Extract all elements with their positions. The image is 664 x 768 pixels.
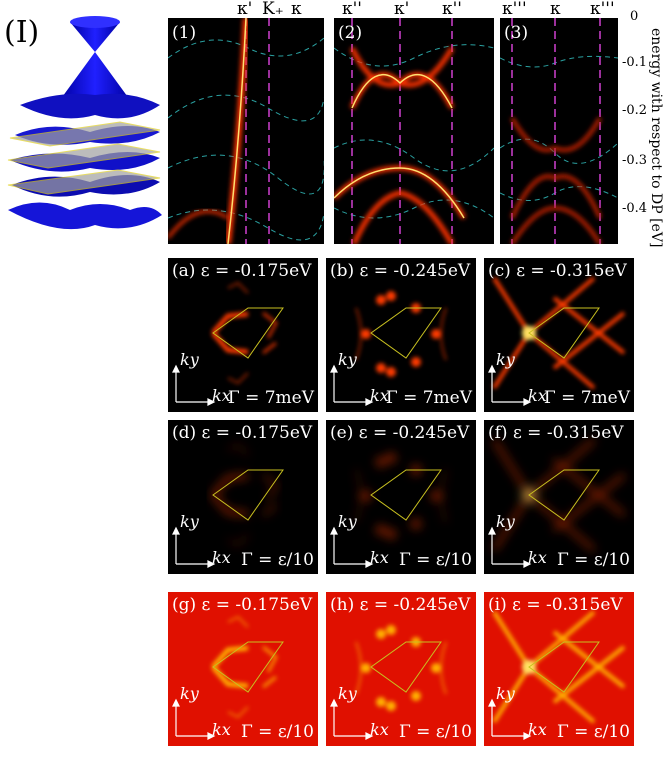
ky-axis-label: ky	[496, 350, 515, 369]
ky-axis-label: ky	[338, 512, 357, 531]
band-panel-2-label: (2)	[338, 23, 363, 43]
map-panel: (b) ε = -0.245eV kx ky Γ = 7meV	[326, 258, 476, 412]
kx-axis-label: kx	[370, 548, 389, 567]
y-axis-label: energy with respect to DP [eV]	[648, 28, 664, 248]
map-panel-label: (b) ε = -0.245eV	[330, 261, 471, 281]
marker-label: κ'	[237, 0, 253, 19]
kx-axis-label: kx	[528, 548, 547, 567]
band-panel-2: (2)	[334, 18, 494, 244]
band-panel-1: (1)	[168, 18, 324, 244]
map-panel: (c) ε = -0.315eV kx ky Γ = 7meV	[484, 258, 634, 412]
kx-axis-label: kx	[212, 720, 231, 739]
marker-label: κ'	[394, 0, 410, 19]
y-tick: -0.2	[622, 103, 648, 118]
map-panel: (a) ε = -0.175eV kx ky Γ = 7meV	[168, 258, 318, 412]
kx-axis-label: kx	[212, 386, 231, 405]
broadening-label: Γ = ε/10	[556, 722, 630, 742]
map-panel: (g) ε = -0.175eV kx ky Γ = ε/10	[168, 592, 318, 746]
map-panel-label: (h) ε = -0.245eV	[330, 595, 471, 615]
y-tick: -0.3	[622, 153, 648, 168]
kx-axis-label: kx	[212, 548, 231, 567]
marker-label: κ'''	[590, 0, 615, 19]
map-panel-label: (g) ε = -0.175eV	[172, 595, 313, 615]
part-label: (I)	[4, 15, 40, 50]
broadening-label: Γ = 7meV	[543, 388, 630, 408]
dirac-cone-illustration	[0, 10, 165, 240]
marker-label: κ	[291, 0, 302, 19]
kx-axis-label: kx	[370, 720, 389, 739]
map-panel-label: (f) ε = -0.315eV	[488, 423, 624, 443]
y-tick: -0.4	[622, 201, 648, 216]
ky-axis-label: ky	[338, 350, 357, 369]
marker-label: κ''	[442, 0, 462, 19]
broadening-label: Γ = ε/10	[240, 550, 314, 570]
kx-axis-label: kx	[370, 386, 389, 405]
map-panel: (d) ε = -0.175eV kx ky Γ = ε/10	[168, 420, 318, 574]
broadening-label: Γ = ε/10	[398, 722, 472, 742]
map-panel: (f) ε = -0.315eV kx ky Γ = ε/10	[484, 420, 634, 574]
y-tick: -0.1	[622, 55, 648, 70]
marker-label: K₊	[262, 0, 284, 19]
map-panel-label: (e) ε = -0.245eV	[330, 423, 470, 443]
map-panel-label: (c) ε = -0.315eV	[488, 261, 627, 281]
marker-label: κ'''	[502, 0, 527, 19]
map-panel: (i) ε = -0.315eV kx ky Γ = ε/10	[484, 592, 634, 746]
map-panel: (e) ε = -0.245eV kx ky Γ = ε/10	[326, 420, 476, 574]
band-panel-3: (3)	[500, 18, 618, 244]
ky-axis-label: ky	[180, 684, 199, 703]
ky-axis-label: ky	[180, 512, 199, 531]
broadening-label: Γ = ε/10	[556, 550, 630, 570]
marker-label: κ	[550, 0, 561, 19]
band-panel-3-label: (3)	[504, 23, 529, 43]
band-panel-1-label: (1)	[172, 23, 197, 43]
kx-axis-label: kx	[528, 720, 547, 739]
y-tick: 0	[630, 9, 639, 24]
map-panel-label: (d) ε = -0.175eV	[172, 423, 313, 443]
broadening-label: Γ = ε/10	[398, 550, 472, 570]
ky-axis-label: ky	[496, 684, 515, 703]
map-panel: (h) ε = -0.245eV kx ky Γ = ε/10	[326, 592, 476, 746]
broadening-label: Γ = 7meV	[227, 388, 314, 408]
marker-label: κ''	[342, 0, 362, 19]
kx-axis-label: kx	[528, 386, 547, 405]
broadening-label: Γ = ε/10	[240, 722, 314, 742]
ky-axis-label: ky	[180, 350, 199, 369]
map-panel-label: (i) ε = -0.315eV	[488, 595, 623, 615]
map-panel-label: (a) ε = -0.175eV	[172, 261, 312, 281]
ky-axis-label: ky	[496, 512, 515, 531]
broadening-label: Γ = 7meV	[385, 388, 472, 408]
ky-axis-label: ky	[338, 684, 357, 703]
